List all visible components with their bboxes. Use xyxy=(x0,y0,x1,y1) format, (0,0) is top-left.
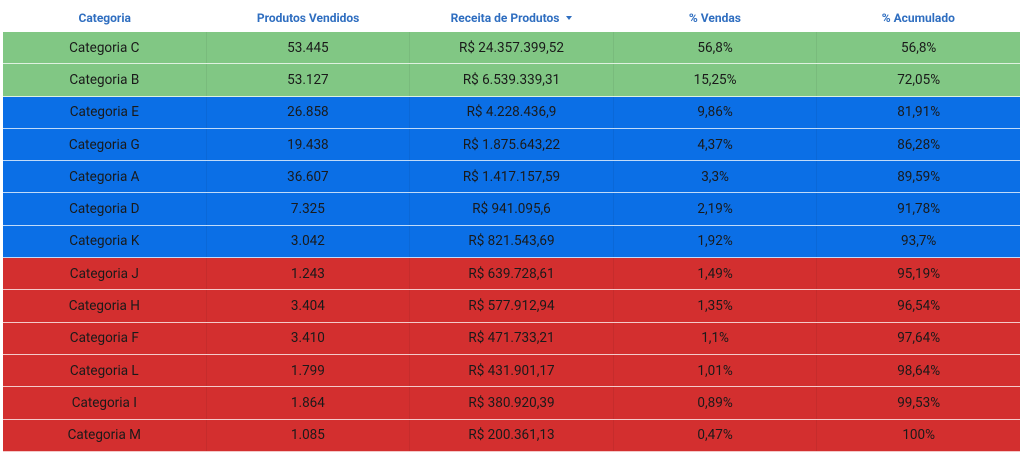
table-cell: R$ 6.539.339,31 xyxy=(410,64,614,96)
table-cell: R$ 577.912,94 xyxy=(410,290,614,322)
table-cell: 97,64% xyxy=(897,330,941,347)
column-header[interactable]: Produtos Vendidos xyxy=(206,4,409,32)
table-cell: 53.127 xyxy=(207,64,411,96)
header-text: % Vendas xyxy=(688,11,741,25)
table-cell: 1.864 xyxy=(207,387,411,419)
column-header[interactable]: % Vendas xyxy=(613,4,816,32)
table-cell: Categoria E xyxy=(3,96,207,128)
table-cell: 4,37% xyxy=(614,128,818,161)
table-cell: 98,64% xyxy=(897,362,941,379)
table-cell: R$ 200.361,13 xyxy=(410,419,614,451)
table-row: Categoria J 1.243 R$ 639.728,61 1,49% 95,19% xyxy=(3,258,1020,291)
table-cell: 3.042 xyxy=(207,225,411,258)
table-cell: R$ 4.228.436,9 xyxy=(410,96,614,128)
data-table: Categoria Produtos Vendidos Receita de Pro… xyxy=(3,4,1020,452)
table-cell: Categoria K xyxy=(3,225,207,258)
table-cell: Categoria I xyxy=(3,387,207,419)
column-header[interactable]: Categoria xyxy=(3,4,206,32)
table-cell: Categoria L xyxy=(3,354,207,387)
sort-arrow[interactable] xyxy=(566,16,573,20)
table-cell: 100% xyxy=(902,427,935,444)
table-row: Categoria C 53.445 R$ 24.357.399,52 56,8% 56… xyxy=(3,32,1020,65)
table-cell: 9,86% xyxy=(614,96,818,128)
table-cell: R$ 24.357.399,52 xyxy=(410,32,614,64)
table-cell: 1.085 xyxy=(207,419,411,451)
table-row: Categoria H 3.404 R$ 577.912,94 1,35% 96,54% xyxy=(3,290,1020,323)
table-row: Categoria G 19.438 R$ 1.875.643,22 4,37% 86,… xyxy=(3,128,1020,162)
table-cell: Categoria D xyxy=(3,193,207,225)
table-cell: 26.858 xyxy=(207,96,411,128)
table-cell: R$ 821.543,69 xyxy=(410,225,614,258)
table-cell: Categoria A xyxy=(3,161,207,193)
table-cell: 99,53% xyxy=(897,394,941,411)
table-row: Categoria B 53.127 R$ 6.539.339,31 15,25% 72… xyxy=(3,64,1020,97)
table-cell: 3.404 xyxy=(207,290,411,322)
table-cell: 15,25% xyxy=(614,64,818,96)
table-cell: 81,91% xyxy=(897,104,941,121)
table-row: Categoria E 26.858 R$ 4.228.436,9 9,86% 81,9… xyxy=(3,96,1020,129)
table-cell: 1,49% xyxy=(614,258,818,290)
table-cell: 3,3% xyxy=(614,161,818,193)
column-header[interactable]: % Acumulado xyxy=(817,4,1020,32)
table-cell: 86,28% xyxy=(897,136,941,153)
table-cell: Categoria B xyxy=(3,64,207,96)
table-cell: 93,7% xyxy=(901,233,937,250)
header-text: Categoria xyxy=(78,11,131,25)
header-text: Receita de Produtos xyxy=(450,11,560,25)
table-cell: Categoria J xyxy=(3,258,207,290)
table-cell: Categoria G xyxy=(3,128,207,161)
table-cell: 1,01% xyxy=(614,354,818,387)
table-cell: 36.607 xyxy=(207,161,411,193)
header-text: Produtos Vendidos xyxy=(256,11,360,25)
table-cell: 0,89% xyxy=(614,387,818,419)
table-cell: 95,19% xyxy=(897,265,941,282)
table-row: Categoria K 3.042 R$ 821.543,69 1,92% 93,7% xyxy=(3,225,1020,259)
table-cell: 7.325 xyxy=(207,193,411,225)
table-cell: 1,1% xyxy=(614,322,818,354)
table-cell: R$ 1.417.157,59 xyxy=(410,161,614,193)
table-cell: 2,19% xyxy=(614,193,818,225)
table-row: Categoria L 1.799 R$ 431.901,17 1,01% 98,64% xyxy=(3,354,1020,388)
table-cell: R$ 380.920,39 xyxy=(410,387,614,419)
table-cell: 1.799 xyxy=(207,354,411,387)
table-cell: R$ 941.095,6 xyxy=(410,193,614,225)
table-cell: Categoria F xyxy=(3,322,207,354)
header-row: Categoria Produtos Vendidos Receita de Pro… xyxy=(3,4,1020,32)
table-cell: 89,59% xyxy=(897,168,941,185)
table-row: Categoria A 36.607 R$ 1.417.157,59 3,3% 89,5… xyxy=(3,161,1020,194)
table-cell: R$ 471.733,21 xyxy=(410,322,614,354)
table-row: Categoria F 3.410 R$ 471.733,21 1,1% 97,64% xyxy=(3,322,1020,355)
table-cell: R$ 431.901,17 xyxy=(410,354,614,387)
table-cell: 0,47% xyxy=(614,419,818,451)
table-cell: 1,35% xyxy=(614,290,818,322)
column-header[interactable]: Receita de Produtos xyxy=(410,4,613,32)
table-cell: R$ 639.728,61 xyxy=(410,258,614,290)
table-cell: 1.243 xyxy=(207,258,411,290)
table-row: Categoria I 1.864 R$ 380.920,39 0,89% 99,53% xyxy=(3,387,1020,420)
table-cell: Categoria H xyxy=(3,290,207,322)
table-cell: R$ 1.875.643,22 xyxy=(410,128,614,161)
table-cell: 72,05% xyxy=(897,71,941,88)
table-cell: 19.438 xyxy=(207,128,411,161)
table-row: Categoria D 7.325 R$ 941.095,6 2,19% 91,78% xyxy=(3,193,1020,226)
table-cell: 1,92% xyxy=(614,225,818,258)
header-text: % Acumulado xyxy=(881,11,955,25)
table-cell: 3.410 xyxy=(207,322,411,354)
table-cell: 53.445 xyxy=(207,32,411,64)
table-cell: Categoria C xyxy=(3,32,207,64)
table-cell: 96,54% xyxy=(897,298,941,315)
table-row: Categoria M 1.085 R$ 200.361,13 0,47% 100% xyxy=(3,419,1020,452)
table-cell: 91,78% xyxy=(897,201,941,218)
table-cell: Categoria M xyxy=(3,419,207,451)
table-cell: 56,8% xyxy=(614,32,818,64)
table-cell: 56,8% xyxy=(901,39,937,56)
